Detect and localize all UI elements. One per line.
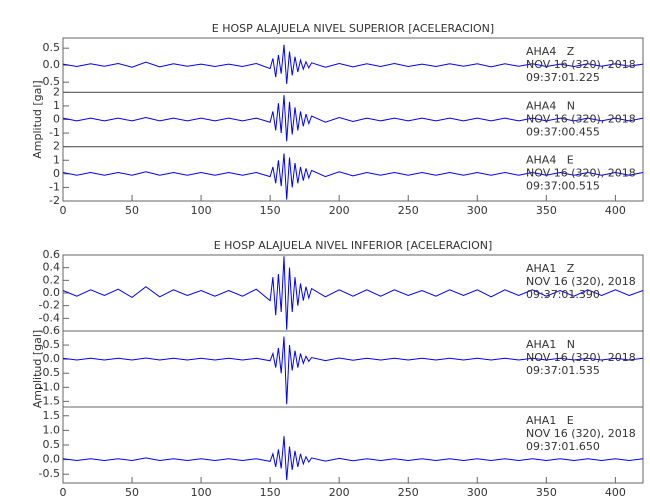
x-tick-label: 350 <box>536 204 557 217</box>
x-tick-label: 0 <box>60 486 67 499</box>
x-tick-label: 50 <box>125 204 139 217</box>
x-tick-label: 50 <box>125 486 139 499</box>
y-tick-label: -0.5 <box>39 366 60 379</box>
x-tick-label: 300 <box>467 204 488 217</box>
x-tick-label: 300 <box>467 486 488 499</box>
y-tick-label: 0.0 <box>43 453 61 466</box>
trace-label: 09:37:00.515 <box>526 180 600 193</box>
trace-label: AHA4 N <box>526 99 575 112</box>
x-tick-label: 100 <box>191 204 212 217</box>
trace-label: AHA1 Z <box>526 262 575 275</box>
trace-label: NOV 16 (320), 2018 <box>526 351 636 364</box>
y-tick-label: 0.6 <box>43 248 61 261</box>
y-tick-label: 0 <box>53 113 60 126</box>
waveform <box>62 436 644 481</box>
y-tick-label: -1 <box>49 126 60 139</box>
trace-label: AHA1 N <box>526 338 575 351</box>
chart-title: E HOSP ALAJUELA NIVEL SUPERIOR [ACELERAC… <box>212 22 494 35</box>
y-tick-label: -0.4 <box>39 311 60 324</box>
y-axis-label: Amplitud [gal] <box>31 80 44 158</box>
y-tick-label: 0.0 <box>43 352 61 365</box>
trace-label: NOV 16 (320), 2018 <box>526 167 636 180</box>
trace-label: NOV 16 (320), 2018 <box>526 275 636 288</box>
y-tick-label: 0.4 <box>43 261 61 274</box>
waveform <box>62 336 644 405</box>
y-tick-label: -2 <box>49 194 60 207</box>
trace-label: 09:37:01.535 <box>526 364 600 377</box>
x-tick-label: 250 <box>398 204 419 217</box>
y-tick-label: 0.0 <box>43 286 61 299</box>
y-tick-label: -0.2 <box>39 299 60 312</box>
y-tick-label: -0.6 <box>39 324 60 337</box>
y-tick-label: 0 <box>53 167 60 180</box>
trace-label: NOV 16 (320), 2018 <box>526 427 636 440</box>
y-tick-label: 2 <box>53 140 60 153</box>
x-tick-label: 400 <box>605 204 626 217</box>
x-tick-label: 350 <box>536 486 557 499</box>
x-tick-label: 200 <box>329 204 350 217</box>
y-axis-label: Amplitud [gal] <box>31 330 44 408</box>
y-tick-label: 2 <box>53 85 60 98</box>
trace-label: AHA4 Z <box>526 45 575 58</box>
y-tick-label: -1 <box>49 180 60 193</box>
trace-label: NOV 16 (320), 2018 <box>526 58 636 71</box>
trace-label: NOV 16 (320), 2018 <box>526 112 636 125</box>
x-tick-label: 250 <box>398 486 419 499</box>
y-tick-label: 0.5 <box>43 41 61 54</box>
trace-label: AHA4 E <box>526 154 574 167</box>
x-tick-label: 200 <box>329 486 350 499</box>
y-tick-label: 0.0 <box>43 58 61 71</box>
y-tick-label: 0.5 <box>43 338 61 351</box>
y-tick-label: 1.5 <box>43 409 61 422</box>
waveform <box>62 95 644 142</box>
x-tick-label: 150 <box>260 486 281 499</box>
trace-label: AHA1 E <box>526 414 574 427</box>
trace-label: 09:37:00.455 <box>526 125 600 138</box>
y-tick-label: 1.0 <box>43 423 61 436</box>
y-tick-label: -1.5 <box>39 394 60 407</box>
y-tick-label: 0.5 <box>43 438 61 451</box>
y-tick-label: 0.2 <box>43 273 61 286</box>
trace-label: 09:37:01.390 <box>526 288 600 301</box>
trace-label: 09:37:01.225 <box>526 71 600 84</box>
x-tick-label: 0 <box>60 204 67 217</box>
waveform <box>62 256 644 330</box>
trace-label: 09:37:01.650 <box>526 440 600 453</box>
waveform <box>62 153 644 200</box>
y-tick-label: -0.5 <box>39 75 60 88</box>
y-tick-label: 1 <box>53 99 60 112</box>
x-tick-label: 400 <box>605 486 626 499</box>
x-tick-label: 100 <box>191 486 212 499</box>
x-tick-label: 150 <box>260 204 281 217</box>
chart-title: E HOSP ALAJUELA NIVEL INFERIOR [ACELERAC… <box>214 239 493 252</box>
waveform <box>62 44 644 84</box>
y-tick-label: -0.5 <box>39 467 60 480</box>
y-tick-label: 1 <box>53 153 60 166</box>
y-tick-label: -1.0 <box>39 380 60 393</box>
